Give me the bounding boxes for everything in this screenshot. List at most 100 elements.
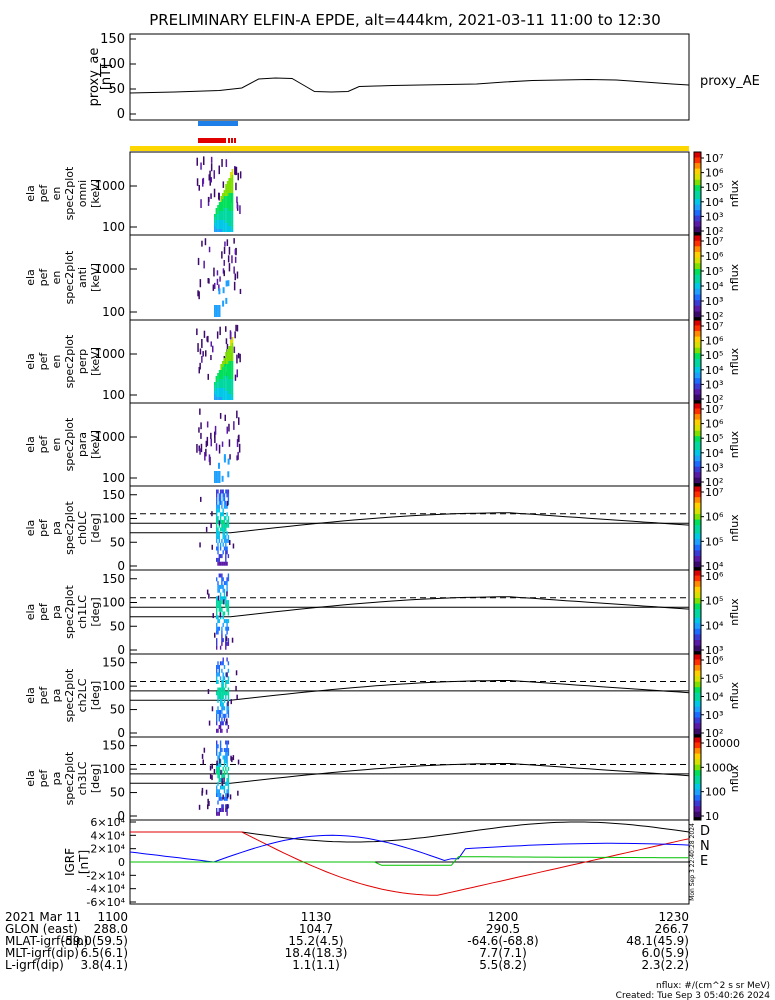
pitch-angle-noise-mark	[236, 694, 238, 700]
spectrogram-noise-mark	[238, 434, 240, 443]
spectrogram-noise-mark	[228, 246, 231, 255]
colorbar-tick-label: 10³	[705, 378, 723, 391]
spectrogram-cell	[217, 391, 219, 394]
colorbar-swatch	[694, 695, 701, 699]
spectrogram-ytick-label: 100	[102, 388, 125, 402]
pitch-angle-cell	[226, 630, 228, 635]
spectrogram-noise-mark	[210, 438, 212, 447]
colorbar-swatch	[694, 344, 701, 349]
spectrogram-cell	[226, 208, 229, 211]
pitch-angle-cell	[221, 600, 223, 605]
colorbar-swatch	[694, 514, 701, 518]
spectrogram-cell	[215, 308, 218, 311]
colorbar-swatch	[694, 165, 701, 170]
spectrogram-noise-mark	[212, 345, 214, 353]
spectrogram-cell	[230, 349, 232, 352]
pitch-angle-ytick-label: 0	[117, 559, 125, 573]
igrf-ytick-label: 6×10⁴	[90, 816, 125, 829]
spectrogram-noise-mark	[221, 441, 224, 447]
pitch-angle-cell	[221, 634, 223, 639]
colorbar-swatch	[694, 502, 701, 507]
pitch-angle-cell	[222, 542, 224, 547]
pitch-angle-cell	[226, 607, 228, 612]
footer-row-value: -59.0(59.5)	[61, 934, 128, 948]
spectrogram-noise-mark	[196, 328, 198, 336]
pitch-angle-cell	[222, 611, 224, 616]
pitch-angle-cell	[227, 577, 230, 582]
spectrogram-noise-mark	[239, 353, 241, 363]
spectrogram-cell	[231, 196, 234, 199]
spectrogram-cell	[223, 382, 226, 385]
spectrogram-noise-mark	[205, 448, 207, 457]
footer-row-value: 6.5(6.1)	[80, 946, 128, 960]
pitch-angle-cell	[221, 554, 223, 559]
spectrogram-cell	[222, 287, 225, 294]
colorbar-swatch	[694, 483, 701, 487]
pitch-angle-cell	[216, 523, 218, 528]
pitch-angle-cell	[217, 516, 219, 521]
pitch-angle-cell	[225, 680, 227, 684]
colorbar-swatch	[694, 336, 701, 340]
spectrogram-cell	[231, 394, 234, 397]
footer-row-value: 266.7	[655, 922, 689, 936]
colorbar-tick-label: 10⁷	[705, 403, 723, 416]
spectrogram-ylabel: [keV]	[89, 430, 102, 459]
colorbar-swatch	[694, 179, 701, 183]
colorbar-tick-label: 10⁵	[705, 432, 723, 445]
pitch-angle-cell	[217, 811, 219, 816]
spectrogram-cell	[220, 226, 223, 229]
pitch-angle-cell	[219, 554, 222, 559]
pitch-angle-noise-mark	[219, 612, 222, 618]
pitch-angle-cell	[217, 774, 219, 779]
pitch-angle-cell	[218, 584, 220, 589]
spectrogram-cell	[225, 352, 227, 355]
pitch-angle-ytick-label: 100	[102, 596, 125, 610]
colorbar-swatch	[694, 698, 701, 702]
pitch-angle-cell	[226, 561, 228, 566]
spectrogram-cell	[230, 178, 232, 181]
pitch-angle-cell	[219, 698, 222, 703]
colorbar-swatch	[694, 678, 701, 683]
spectrogram-noise-mark	[235, 166, 238, 175]
pitch-angle-ylabel: ch0LC	[76, 511, 89, 545]
spectrogram-cell	[220, 220, 223, 223]
pitch-angle-cell	[221, 596, 223, 601]
spectrogram-cell	[217, 220, 219, 223]
pitch-angle-noise-mark	[200, 496, 202, 502]
spectrogram-cell	[228, 211, 231, 214]
pitch-angle-noise-mark	[205, 789, 208, 795]
pitch-angle-cell	[221, 607, 223, 612]
spectrogram-ytick-label: 1000	[94, 262, 125, 276]
pitch-angle-cell	[218, 531, 220, 536]
colorbar-swatch	[694, 767, 701, 771]
spectrogram-ylabel: pef	[37, 352, 50, 371]
spectrogram-noise-mark	[208, 454, 211, 462]
pitch-angle-cell	[221, 638, 223, 643]
footer-row-value: 1.1(1.1)	[292, 958, 340, 972]
spectrogram-cell	[220, 202, 223, 205]
pitch-angle-cell	[226, 744, 228, 749]
spectrogram-cell	[226, 376, 229, 379]
spectrogram-cell	[228, 376, 231, 379]
pitch-angle-cell	[221, 698, 223, 703]
spectrogram-cell	[231, 217, 234, 220]
pitch-angle-cell	[226, 796, 228, 801]
footer-row-value: 290.5	[486, 922, 520, 936]
spectrogram-cell	[228, 367, 231, 370]
spectrogram-cell	[217, 308, 219, 311]
spectrogram-cell	[222, 226, 224, 229]
spectrogram-cell	[230, 388, 232, 391]
spectrogram-cell	[226, 385, 229, 388]
pitch-angle-cell	[222, 523, 224, 528]
spectrogram-cell	[217, 208, 219, 211]
spectrogram-noise-mark	[198, 291, 200, 300]
pitch-angle-cell	[225, 554, 227, 559]
colorbar-swatch	[694, 581, 701, 585]
pitch-angle-noise-mark	[222, 794, 224, 800]
colorbar-swatch	[694, 185, 701, 189]
colorbar-label: nflux	[728, 598, 741, 626]
pitch-angle-cell	[217, 695, 219, 699]
footer-row-value: 288.0	[94, 922, 128, 936]
colorbar-swatch	[694, 176, 701, 181]
pitch-angle-cell	[217, 755, 219, 760]
